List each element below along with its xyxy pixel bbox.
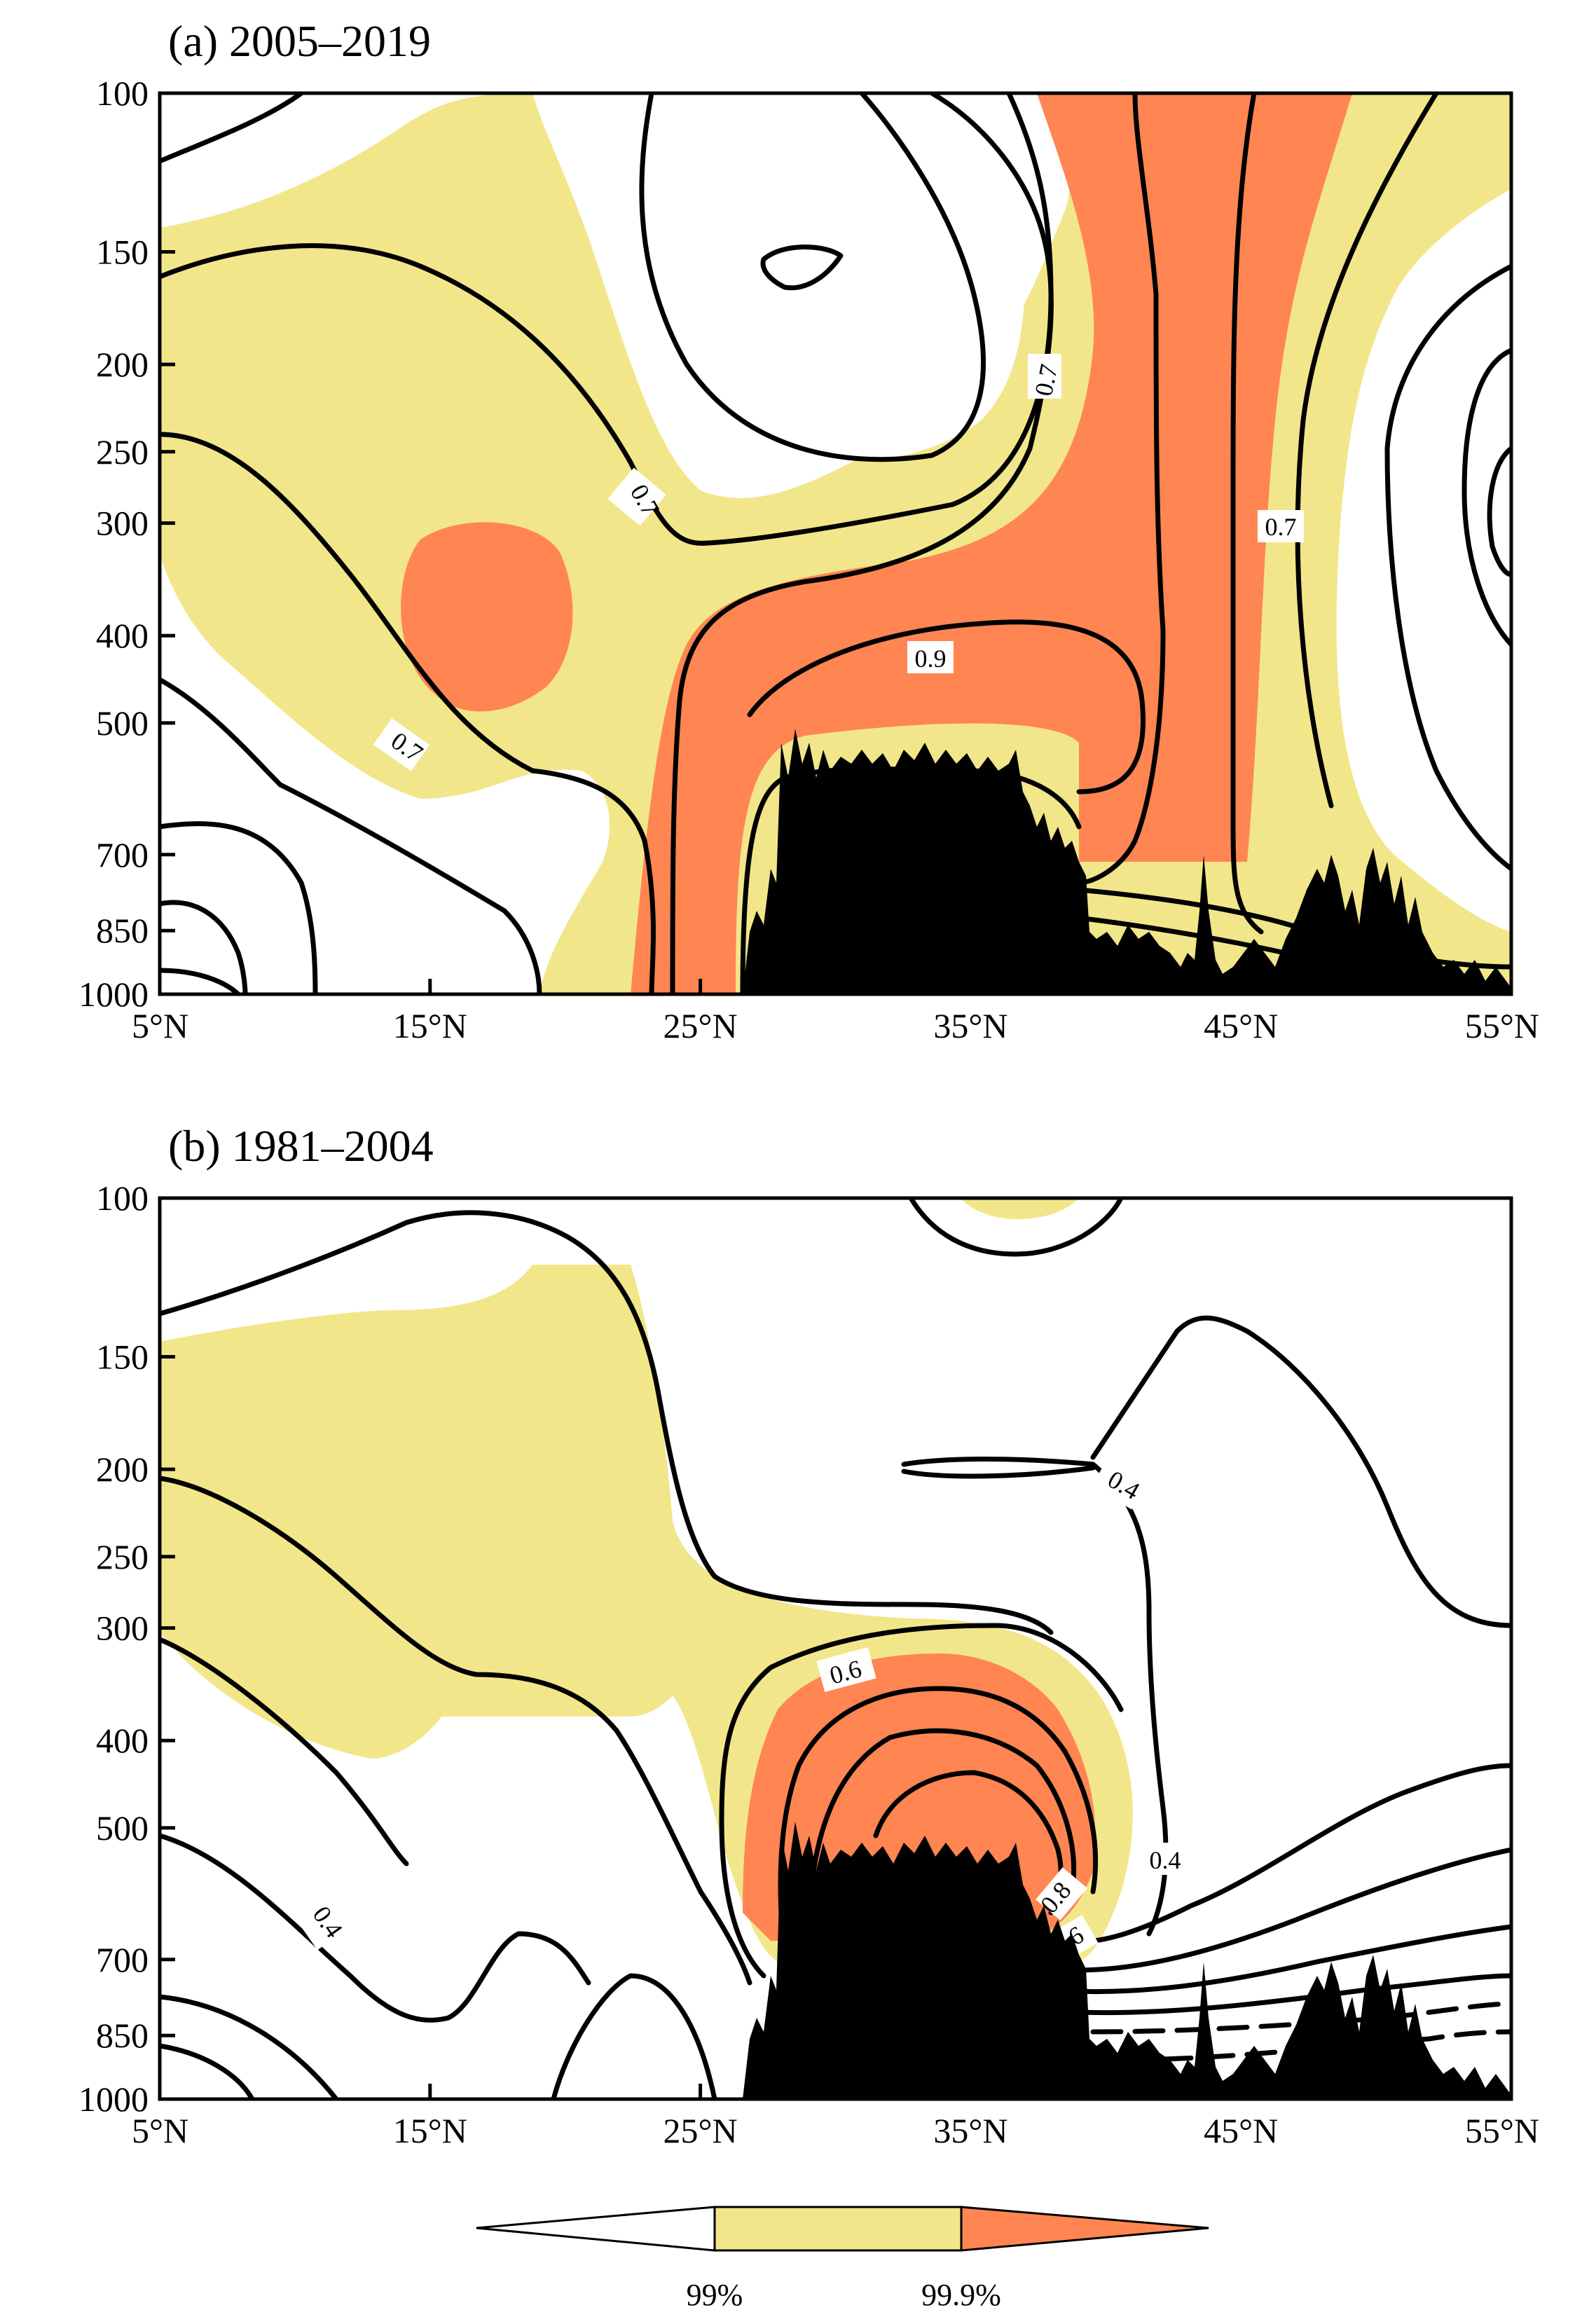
panel-b-contour <box>719 1623 1124 1979</box>
panel-b-field: 0.6 0.4 0.4 0.4 0.8 0.6 <box>160 1198 1511 2099</box>
y-tick-label: 1000 <box>78 975 149 1014</box>
panel-a-contour <box>670 93 1054 994</box>
panel-a-contour-label: 0.9 <box>915 645 947 673</box>
x-tick-label: 45°N <box>1204 1006 1278 1045</box>
panel-a-contour <box>160 93 304 164</box>
panel-b-y-axis: 100 150 200 250 300 400 500 700 850 1000 <box>78 1178 175 2119</box>
panel-a-field: 0.7 0.7 0.7 0.7 0.9 <box>160 93 1511 994</box>
panel-b-title: (b) 1981–2004 <box>168 1121 434 1171</box>
panel-a-contour <box>1295 93 1439 809</box>
y-tick-label: 300 <box>96 504 149 543</box>
panel-b-contour <box>1118 2029 1511 2063</box>
colorbar-high-triangle <box>960 2206 1209 2252</box>
panel-b-contour <box>1090 1315 1511 1628</box>
x-tick-label: 5°N <box>132 1006 188 1045</box>
panel-b-contour <box>160 2043 255 2099</box>
y-tick-label: 200 <box>96 345 149 384</box>
colorbar-low-triangle <box>476 2206 716 2252</box>
panel-a-contour <box>760 245 844 291</box>
panel-a-contour <box>1076 93 1166 886</box>
panel-a-contour <box>1461 348 1511 647</box>
x-tick-label: 15°N <box>393 1006 467 1045</box>
panel-a-contour <box>1384 263 1511 872</box>
panel-a: (a) 2005–2019 <box>78 16 1539 1045</box>
panel-b-contour <box>810 1728 1076 1895</box>
x-tick-label: 55°N <box>1465 2111 1539 2150</box>
panel-a-contour <box>747 619 1146 795</box>
panel-a-contour <box>160 432 656 994</box>
panel-a-title: (a) 2005–2019 <box>168 16 431 66</box>
panel-b-contour <box>160 1637 409 1866</box>
panel-a-contour <box>160 900 248 994</box>
y-tick-label: 400 <box>96 616 149 655</box>
panel-b-contour <box>1048 1924 1511 1995</box>
panel-a-nonsig-core <box>626 93 1025 461</box>
x-tick-label: 45°N <box>1204 2111 1278 2150</box>
panel-b-contour <box>901 1457 1169 1937</box>
panel-a-y-axis: 100 150 200 250 300 400 500 700 850 1000 <box>78 74 175 1014</box>
colorbar: 99% 99.9% <box>476 2206 1209 2312</box>
x-tick-label: 55°N <box>1465 1006 1539 1045</box>
y-tick-label: 100 <box>96 1178 149 1218</box>
panel-a-contour <box>160 968 241 994</box>
panel-b-contour <box>1048 1847 1511 1973</box>
x-tick-label: 15°N <box>393 2111 467 2150</box>
y-tick-label: 250 <box>96 432 149 472</box>
panel-b-x-axis: 5°N 15°N 25°N 35°N 45°N 55°N <box>132 2084 1539 2150</box>
panel-b-sig99-top <box>960 1198 1079 1219</box>
x-tick-label: 25°N <box>663 2111 738 2150</box>
panel-b-contour <box>160 1994 339 2099</box>
panel-a-contour-label: 0.7 <box>1029 362 1063 398</box>
panel-a-contour <box>639 93 986 462</box>
panel-b-contour <box>901 1465 1096 1479</box>
panel-b-contour <box>160 1833 591 2023</box>
panel-b-contour-label: 0.4 <box>1150 1846 1181 1874</box>
y-tick-label: 100 <box>96 74 149 113</box>
y-tick-label: 400 <box>96 1721 149 1760</box>
colorbar-label-99: 99% <box>687 2278 743 2312</box>
panel-a-x-axis: 5°N 15°N 25°N 35°N 45°N 55°N <box>132 979 1539 1045</box>
y-tick-label: 500 <box>96 1808 149 1848</box>
panel-b-contour <box>160 1210 1054 1635</box>
panel-b: (b) 1981–2004 <box>78 1121 1539 2150</box>
x-tick-label: 35°N <box>933 1006 1007 1045</box>
y-tick-label: 1000 <box>78 2079 149 2119</box>
y-tick-label: 500 <box>96 703 149 743</box>
panel-a-terrain <box>743 729 1511 994</box>
panel-b-contour <box>160 1476 752 1986</box>
panel-b-contour <box>1048 1763 1511 1945</box>
colorbar-bin-99 <box>713 2206 963 2252</box>
panel-a-contour-labels: 0.7 0.7 0.7 0.7 0.9 <box>373 354 1304 771</box>
panel-a-contour <box>1230 93 1264 935</box>
panel-a-contour <box>1487 446 1511 577</box>
panel-b-contour <box>551 1973 717 2099</box>
panel-b-contour <box>908 1198 1124 1257</box>
y-tick-label: 850 <box>96 2016 149 2055</box>
panel-a-sig999-region-east <box>631 93 1352 994</box>
y-tick-label: 250 <box>96 1537 149 1576</box>
x-tick-label: 35°N <box>933 2111 1007 2150</box>
panel-a-contour-label: 0.7 <box>1265 513 1297 541</box>
y-tick-label: 200 <box>96 1450 149 1489</box>
panel-b-terrain <box>743 1822 1511 2099</box>
panel-b-contour <box>1048 1973 1511 2016</box>
y-tick-label: 850 <box>96 911 149 950</box>
y-tick-label: 700 <box>96 835 149 874</box>
y-tick-label: 150 <box>96 232 149 271</box>
colorbar-label-999: 99.9% <box>921 2278 1001 2312</box>
x-tick-label: 25°N <box>663 1006 738 1045</box>
panel-a-contour <box>160 821 318 994</box>
panel-a-frame <box>158 91 1513 996</box>
panel-a-sig999-region-west <box>401 522 573 712</box>
x-tick-label: 5°N <box>132 2111 188 2150</box>
panel-b-frame <box>158 1196 1513 2101</box>
y-tick-label: 300 <box>96 1609 149 1648</box>
y-tick-label: 150 <box>96 1337 149 1376</box>
y-tick-label: 700 <box>96 1940 149 1979</box>
panel-a-contour <box>160 677 542 994</box>
panel-b-contour <box>778 1686 1099 1965</box>
